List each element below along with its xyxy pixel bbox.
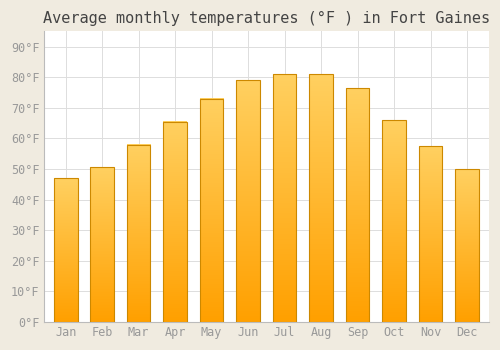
Bar bbox=[236, 80, 260, 322]
Title: Average monthly temperatures (°F ) in Fort Gaines: Average monthly temperatures (°F ) in Fo… bbox=[43, 11, 490, 26]
Bar bbox=[90, 167, 114, 322]
Bar bbox=[164, 121, 187, 322]
Bar bbox=[272, 74, 296, 322]
Bar bbox=[200, 99, 224, 322]
Bar bbox=[382, 120, 406, 322]
Bar bbox=[127, 145, 150, 322]
Bar bbox=[455, 169, 479, 322]
Bar bbox=[54, 178, 78, 322]
Bar bbox=[309, 74, 333, 322]
Bar bbox=[418, 146, 442, 322]
Bar bbox=[346, 88, 370, 322]
